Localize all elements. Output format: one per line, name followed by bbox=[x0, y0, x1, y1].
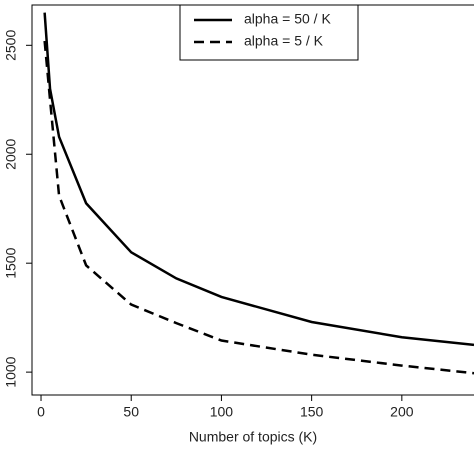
series-line bbox=[43, 12, 474, 347]
plot-frame bbox=[31, 4, 474, 396]
legend-label: alpha = 5 / K bbox=[244, 33, 324, 49]
series-line bbox=[43, 40, 474, 375]
x-axis-label: Number of topics (K) bbox=[189, 429, 317, 445]
x-tick-label: 100 bbox=[210, 404, 234, 420]
y-tick-label: 2000 bbox=[3, 138, 19, 169]
x-tick-label: 0 bbox=[37, 404, 45, 420]
legend: alpha = 50 / K alpha = 5 / K bbox=[179, 4, 359, 61]
x-tick-label: 200 bbox=[390, 404, 414, 420]
legend-label: alpha = 50 / K bbox=[244, 11, 331, 27]
x-tick-label: 50 bbox=[123, 404, 139, 420]
y-tick-label: 1500 bbox=[3, 247, 19, 278]
y-tick-label: 2500 bbox=[3, 30, 19, 61]
legend-box bbox=[179, 4, 359, 61]
y-tick-label: 1000 bbox=[3, 356, 19, 387]
x-tick-label: 150 bbox=[300, 404, 324, 420]
